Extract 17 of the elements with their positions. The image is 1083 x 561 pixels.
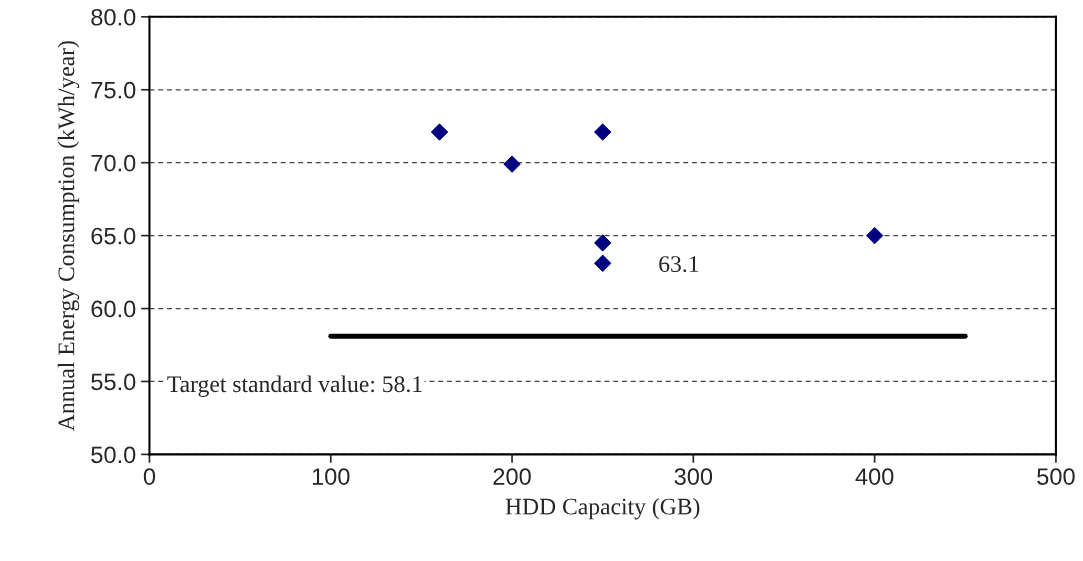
y-axis-title: Annual Energy Consumption (kWh/year): [57, 41, 80, 431]
y-tick-label: 75.0: [91, 81, 136, 99]
y-tick-label: 55.0: [91, 373, 136, 391]
x-tick-label: 100: [312, 468, 350, 485]
annotation: Target standard value: 58.1: [167, 375, 422, 397]
x-tick-label: 200: [493, 468, 531, 485]
x-tick-label: 300: [674, 468, 713, 485]
x-tick-label: 500: [1037, 468, 1075, 485]
x-tick-label: 0: [143, 468, 156, 485]
y-tick-label: 65.0: [91, 227, 136, 245]
y-tick-label: 50.0: [91, 446, 136, 464]
y-tick-label: 70.0: [91, 154, 136, 172]
x-axis-title: HDD Capacity (GB): [505, 497, 700, 520]
annotation: 63.1: [659, 256, 699, 273]
y-tick-label: 80.0: [91, 8, 136, 26]
y-tick-label: 60.0: [91, 300, 136, 318]
x-tick-label: 400: [855, 468, 894, 485]
